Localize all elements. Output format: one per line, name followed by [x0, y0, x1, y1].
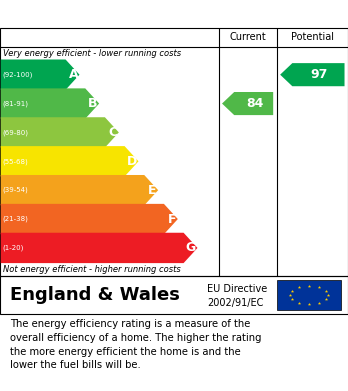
Text: (55-68): (55-68) [2, 158, 28, 165]
Text: Current: Current [229, 32, 266, 42]
Text: Very energy efficient - lower running costs: Very energy efficient - lower running co… [3, 49, 182, 58]
Text: Potential: Potential [291, 32, 334, 42]
Polygon shape [222, 92, 273, 115]
Polygon shape [1, 204, 178, 234]
Text: (39-54): (39-54) [2, 187, 28, 194]
Text: (92-100): (92-100) [2, 72, 33, 78]
Polygon shape [1, 117, 119, 148]
Text: F: F [168, 213, 176, 226]
Text: (1-20): (1-20) [2, 245, 24, 251]
Text: G: G [186, 241, 196, 255]
Text: (69-80): (69-80) [2, 129, 29, 136]
Text: 2002/91/EC: 2002/91/EC [207, 298, 263, 308]
Text: 97: 97 [311, 68, 328, 81]
Text: The energy efficiency rating is a measure of the
overall efficiency of a home. T: The energy efficiency rating is a measur… [10, 319, 262, 370]
Text: England & Wales: England & Wales [10, 286, 180, 304]
Text: C: C [108, 126, 117, 139]
Polygon shape [1, 233, 198, 263]
Polygon shape [1, 59, 79, 90]
Text: A: A [69, 68, 78, 81]
Text: (21-38): (21-38) [2, 216, 28, 222]
Polygon shape [1, 88, 99, 119]
Bar [277, 280, 341, 310]
Text: EU Directive: EU Directive [207, 284, 267, 294]
Polygon shape [280, 63, 345, 86]
Text: B: B [88, 97, 98, 110]
Text: Not energy efficient - higher running costs: Not energy efficient - higher running co… [3, 265, 181, 274]
Polygon shape [1, 175, 158, 205]
Text: (81-91): (81-91) [2, 100, 29, 107]
Text: D: D [127, 155, 137, 168]
Polygon shape [1, 146, 139, 176]
Text: Energy Efficiency Rating: Energy Efficiency Rating [9, 7, 219, 22]
Text: 84: 84 [246, 97, 263, 110]
Text: E: E [148, 184, 157, 197]
